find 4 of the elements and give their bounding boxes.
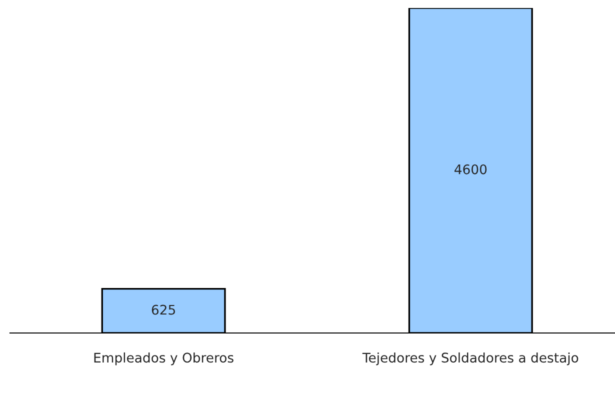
- data-label: 4600: [454, 164, 487, 174]
- data-label: 625: [152, 304, 175, 315]
- x-tick-label: Empleados y Obreros: [94, 352, 234, 366]
- x-tick-label: Tejedores y Soldadores a destajo: [362, 352, 578, 366]
